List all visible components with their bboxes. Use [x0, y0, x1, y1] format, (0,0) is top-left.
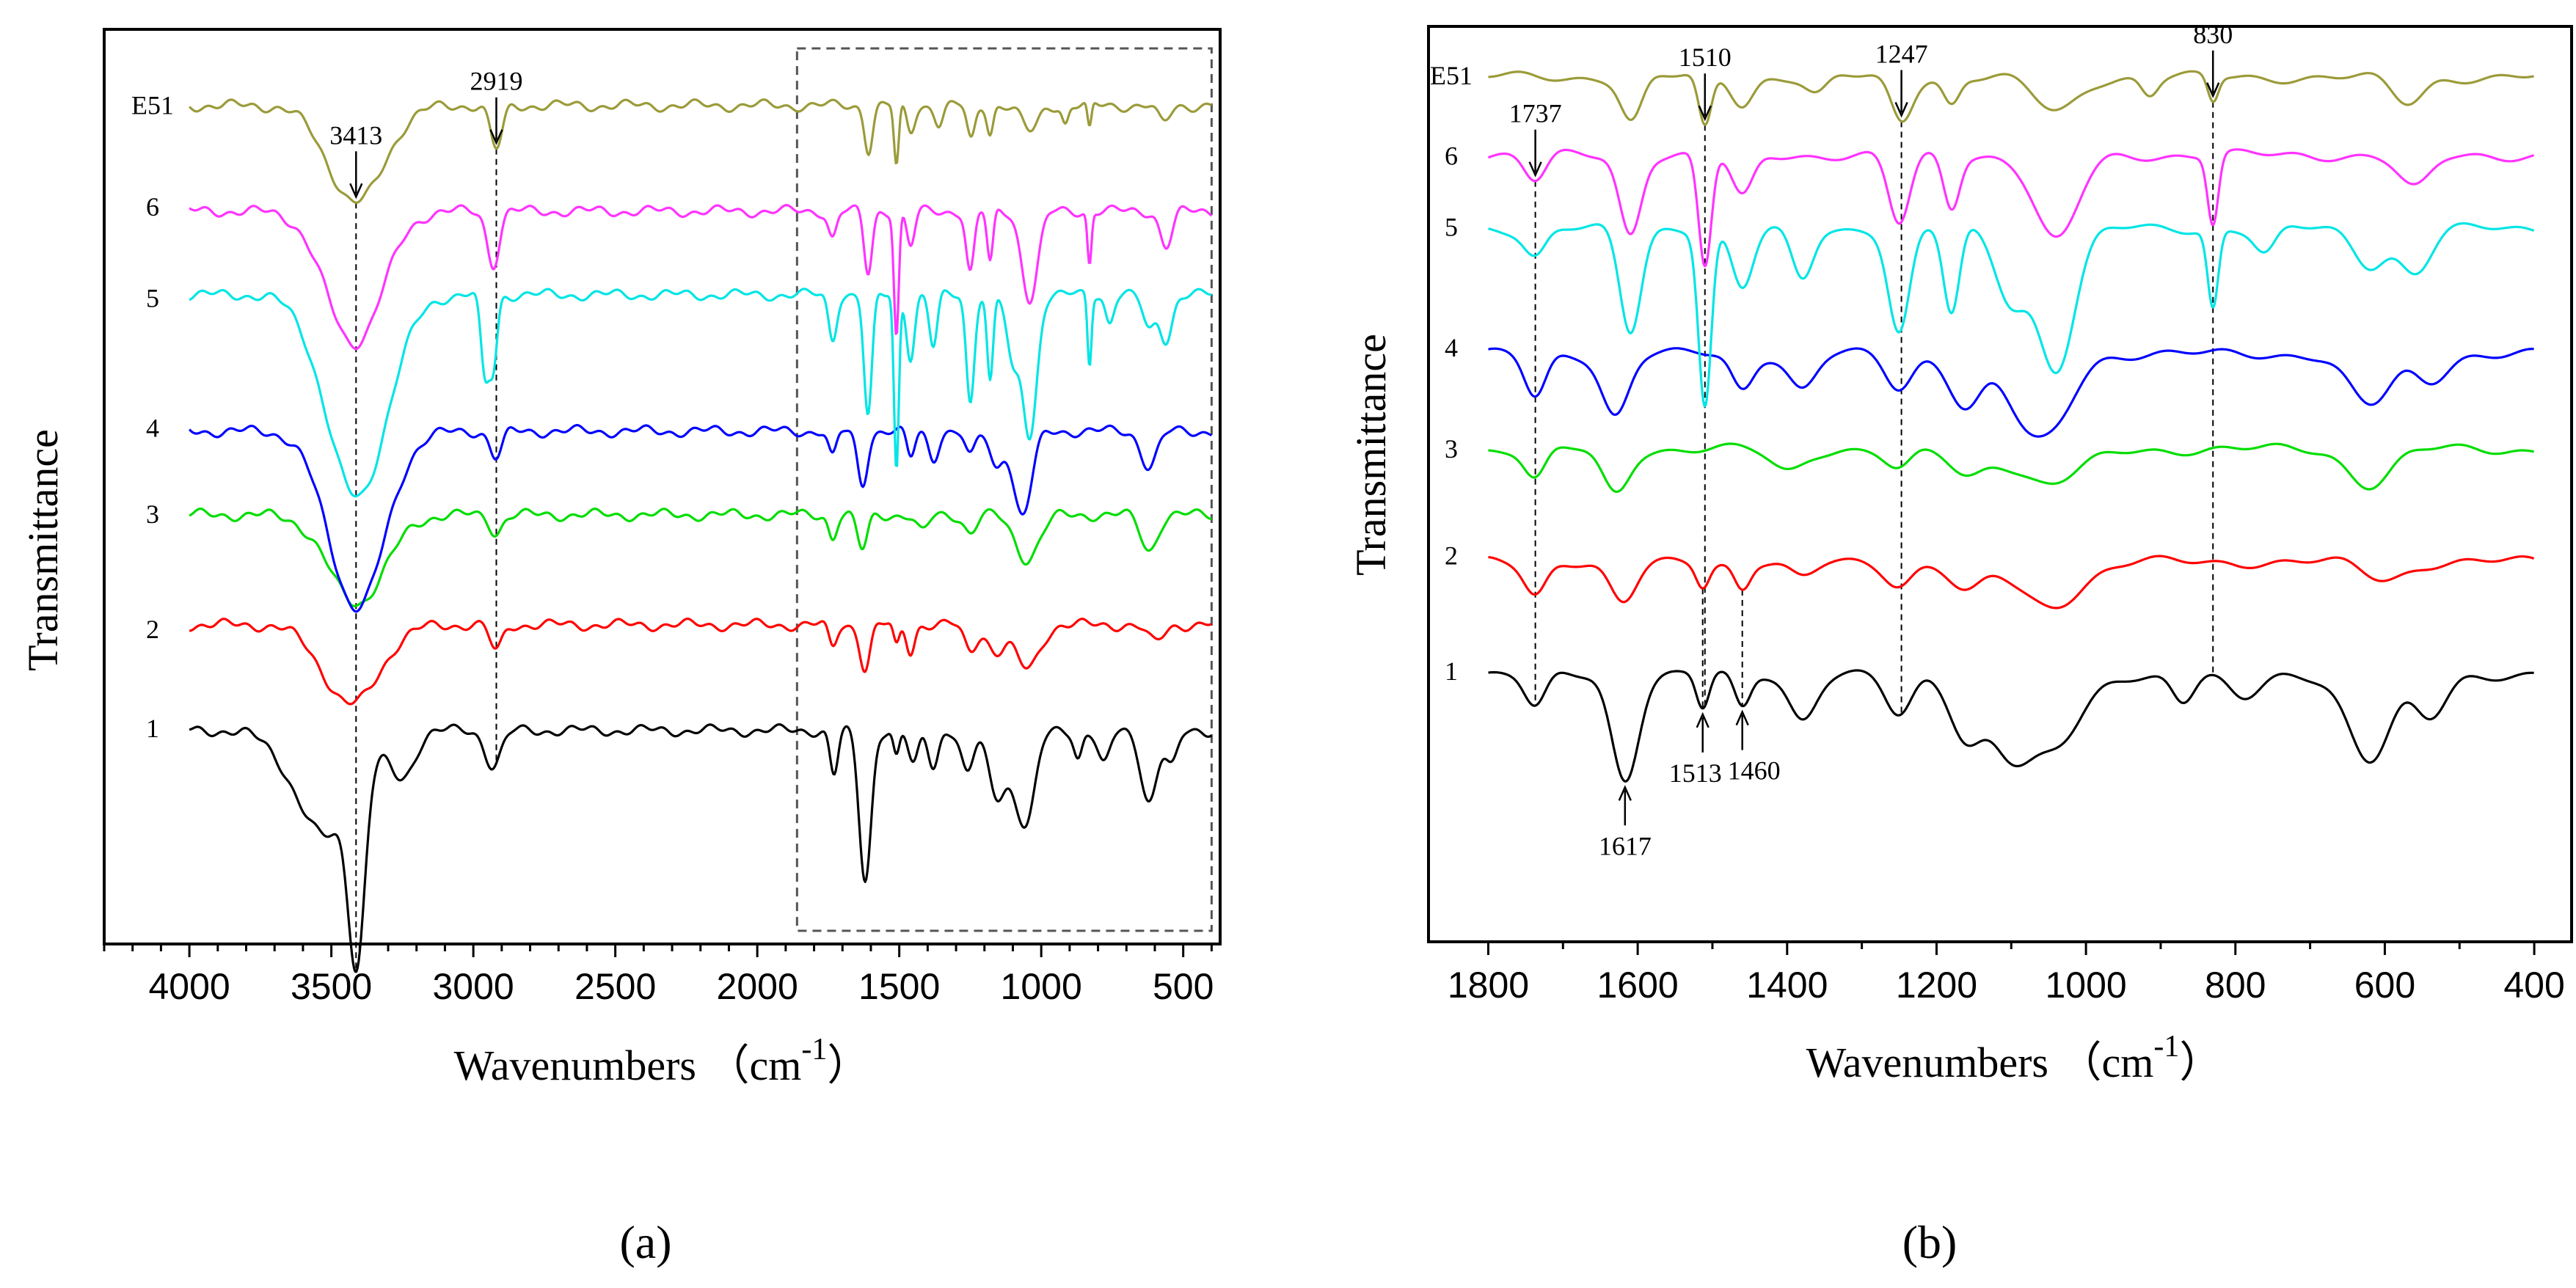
annotation-label: 1737 — [1509, 99, 1562, 128]
series-label-2: 2 — [1445, 541, 1458, 570]
annotation-arrowhead — [1735, 709, 1749, 726]
annotation-arrowhead — [1696, 711, 1710, 728]
annotation-label: 1510 — [1679, 43, 1732, 72]
panel-b-annotations: 1737 1510 1247 830 1617 1513 1460 — [1509, 20, 2233, 861]
panel-a-annotations: 3413 2919 — [329, 67, 522, 200]
series-line-6 — [189, 204, 1213, 351]
x-tick-label: 1200 — [1896, 965, 1977, 1006]
series-label-E51: E51 — [131, 90, 174, 120]
annotation-arrowhead — [2206, 82, 2220, 98]
series-line-4 — [1488, 347, 2534, 438]
annotation-arrowhead — [1894, 101, 1908, 118]
panel-a-guide-lines — [355, 148, 497, 973]
panel-a-highlight-box — [795, 47, 1213, 932]
panel-a-label: (a) — [619, 1216, 671, 1268]
x-tick-label: 500 — [1153, 966, 1214, 1007]
x-tick-label: 400 — [2503, 965, 2564, 1006]
panel-a-x-axis: 4000 3500 3000 2500 2000 1500 1000 500 — [103, 944, 1214, 1007]
annotation-label: 1247 — [1875, 39, 1928, 68]
x-tick-label: 800 — [2205, 965, 2266, 1006]
series-line-E51 — [189, 98, 1212, 204]
annotation-arrowhead — [1698, 105, 1712, 122]
x-tick-label: 1000 — [1001, 966, 1082, 1007]
x-tick-label: 2500 — [574, 966, 656, 1007]
panel-b-y-title: Transmittance — [1347, 334, 1395, 576]
panel-b-x-axis: 1800 1600 1400 1200 1000 800 600 400 — [1448, 942, 2565, 1006]
panel-a-frame — [103, 28, 1222, 945]
annotation-arrowhead — [489, 129, 503, 145]
highlight-box — [795, 47, 1213, 932]
annotation-arrowhead — [1528, 161, 1542, 178]
series-label-3: 3 — [1445, 434, 1458, 464]
panel-b-label: (b) — [1902, 1216, 1957, 1268]
series-line-5 — [189, 288, 1212, 498]
panel-b-guide-lines — [1534, 101, 2214, 714]
series-label-4: 4 — [146, 414, 159, 443]
panel-a: 4000 3500 3000 2500 2000 1500 1000 500 1 2 3 4 5 6 E5… — [19, 28, 1222, 1268]
series-label-1: 1 — [146, 714, 159, 743]
annotation-label: 830 — [2193, 20, 2233, 49]
annotation-arrowhead — [349, 183, 363, 200]
series-line-2 — [189, 618, 1213, 706]
series-label-1: 1 — [1445, 656, 1458, 686]
panel-a-y-title: Transmittance — [19, 429, 67, 671]
series-label-4: 4 — [1445, 333, 1458, 362]
x-tick-label: 1000 — [2045, 965, 2126, 1006]
series-label-2: 2 — [146, 615, 159, 644]
x-tick-label: 1400 — [1746, 965, 1828, 1006]
x-tick-label: 1500 — [858, 966, 940, 1007]
panel-a-series: 1 2 3 4 5 6 E51 — [131, 90, 1213, 973]
panel-b: 1800 1600 1400 1200 1000 800 600 400 123456E51 … — [1347, 20, 2573, 1268]
x-tick-label: 3000 — [433, 966, 514, 1007]
series-label-6: 6 — [146, 192, 159, 222]
panel-b-frame — [1427, 25, 2573, 943]
series-label-5: 5 — [146, 284, 159, 313]
x-tick-label: 2000 — [717, 966, 798, 1007]
panel-a-x-title: Wavenumbers （cm-1） — [454, 1033, 870, 1089]
annotation-label: 1513 — [1669, 758, 1722, 788]
annotation-label: 3413 — [329, 120, 382, 150]
series-line-1 — [1488, 669, 2534, 783]
series-line-3 — [189, 508, 1212, 607]
series-line-5 — [1488, 222, 2535, 408]
panel-b-x-title: Wavenumbers （cm-1） — [1806, 1030, 2222, 1086]
series-line-2 — [1488, 555, 2535, 610]
series-line-3 — [1488, 442, 2534, 493]
x-tick-label: 600 — [2354, 965, 2415, 1006]
series-label-6: 6 — [1445, 142, 1458, 171]
x-tick-label: 4000 — [148, 966, 230, 1007]
x-tick-label: 1800 — [1448, 965, 1529, 1006]
x-tick-label: 3500 — [291, 966, 372, 1007]
series-line-4 — [189, 424, 1213, 613]
series-label-E51: E51 — [1430, 61, 1473, 90]
annotation-arrowhead — [1618, 785, 1632, 801]
series-line-6 — [1487, 148, 2535, 268]
series-line-E51 — [1488, 70, 2534, 126]
series-label-5: 5 — [1445, 213, 1458, 242]
annotation-label: 1617 — [1599, 831, 1652, 860]
x-tick-label: 1600 — [1597, 965, 1679, 1006]
series-label-3: 3 — [146, 500, 159, 529]
panel-b-series: 1 2 3 4 5 6 E51 — [1430, 61, 2535, 783]
annotation-label: 2919 — [470, 67, 522, 96]
series-line-1 — [189, 723, 1213, 973]
annotation-label: 1460 — [1728, 756, 1781, 786]
